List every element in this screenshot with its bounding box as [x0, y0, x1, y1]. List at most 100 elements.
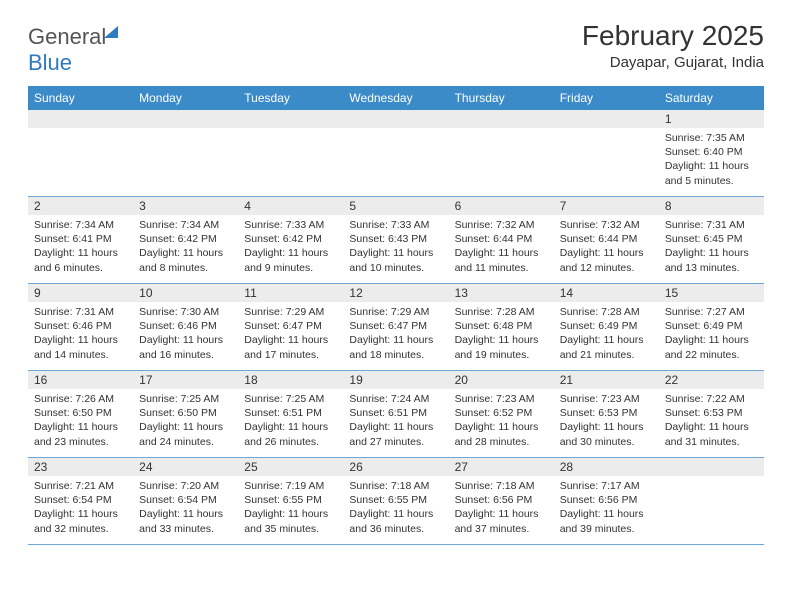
daylight-text: Daylight: 11 hours and 10 minutes. [349, 246, 442, 274]
day-cell: 14Sunrise: 7:28 AMSunset: 6:49 PMDayligh… [554, 284, 659, 371]
day-number: 28 [554, 458, 659, 476]
day-data: Sunrise: 7:23 AMSunset: 6:53 PMDaylight:… [554, 389, 659, 453]
day-cell: 4Sunrise: 7:33 AMSunset: 6:42 PMDaylight… [238, 197, 343, 284]
day-number: 2 [28, 197, 133, 215]
day-cell: 12Sunrise: 7:29 AMSunset: 6:47 PMDayligh… [343, 284, 448, 371]
sunset-text: Sunset: 6:44 PM [455, 232, 548, 246]
day-number: 15 [659, 284, 764, 302]
sunset-text: Sunset: 6:54 PM [139, 493, 232, 507]
daylight-text: Daylight: 11 hours and 17 minutes. [244, 333, 337, 361]
day-number: 5 [343, 197, 448, 215]
sunset-text: Sunset: 6:55 PM [244, 493, 337, 507]
day-cell [659, 458, 764, 545]
day-cell: 22Sunrise: 7:22 AMSunset: 6:53 PMDayligh… [659, 371, 764, 458]
logo-text: General Blue [28, 24, 118, 76]
daylight-text: Daylight: 11 hours and 24 minutes. [139, 420, 232, 448]
sunset-text: Sunset: 6:53 PM [665, 406, 758, 420]
day-cell [238, 110, 343, 197]
day-data: Sunrise: 7:28 AMSunset: 6:49 PMDaylight:… [554, 302, 659, 366]
daylight-text: Daylight: 11 hours and 22 minutes. [665, 333, 758, 361]
day-number: 17 [133, 371, 238, 389]
sunrise-text: Sunrise: 7:19 AM [244, 479, 337, 493]
day-data: Sunrise: 7:18 AMSunset: 6:56 PMDaylight:… [449, 476, 554, 540]
daylight-text: Daylight: 11 hours and 26 minutes. [244, 420, 337, 448]
day-number: 27 [449, 458, 554, 476]
sunset-text: Sunset: 6:45 PM [665, 232, 758, 246]
day-cell: 27Sunrise: 7:18 AMSunset: 6:56 PMDayligh… [449, 458, 554, 545]
sunrise-text: Sunrise: 7:34 AM [34, 218, 127, 232]
daylight-text: Daylight: 11 hours and 14 minutes. [34, 333, 127, 361]
day-data: Sunrise: 7:34 AMSunset: 6:42 PMDaylight:… [133, 215, 238, 279]
daylight-text: Daylight: 11 hours and 31 minutes. [665, 420, 758, 448]
day-cell: 8Sunrise: 7:31 AMSunset: 6:45 PMDaylight… [659, 197, 764, 284]
sunset-text: Sunset: 6:55 PM [349, 493, 442, 507]
day-cell: 2Sunrise: 7:34 AMSunset: 6:41 PMDaylight… [28, 197, 133, 284]
sunrise-text: Sunrise: 7:20 AM [139, 479, 232, 493]
sunset-text: Sunset: 6:54 PM [34, 493, 127, 507]
day-number: 23 [28, 458, 133, 476]
sunrise-text: Sunrise: 7:23 AM [560, 392, 653, 406]
day-data: Sunrise: 7:27 AMSunset: 6:49 PMDaylight:… [659, 302, 764, 366]
daylight-text: Daylight: 11 hours and 30 minutes. [560, 420, 653, 448]
sunset-text: Sunset: 6:50 PM [34, 406, 127, 420]
day-number: 22 [659, 371, 764, 389]
day-data: Sunrise: 7:28 AMSunset: 6:48 PMDaylight:… [449, 302, 554, 366]
day-cell: 11Sunrise: 7:29 AMSunset: 6:47 PMDayligh… [238, 284, 343, 371]
day-number: 12 [343, 284, 448, 302]
sunset-text: Sunset: 6:42 PM [139, 232, 232, 246]
sunrise-text: Sunrise: 7:29 AM [349, 305, 442, 319]
day-data: Sunrise: 7:30 AMSunset: 6:46 PMDaylight:… [133, 302, 238, 366]
calendar-page: General Blue February 2025 Dayapar, Guja… [0, 0, 792, 565]
day-data: Sunrise: 7:33 AMSunset: 6:43 PMDaylight:… [343, 215, 448, 279]
sunset-text: Sunset: 6:51 PM [349, 406, 442, 420]
daylight-text: Daylight: 11 hours and 28 minutes. [455, 420, 548, 448]
sunset-text: Sunset: 6:56 PM [560, 493, 653, 507]
sunrise-text: Sunrise: 7:35 AM [665, 131, 758, 145]
day-number: 7 [554, 197, 659, 215]
sunrise-text: Sunrise: 7:28 AM [455, 305, 548, 319]
day-cell: 21Sunrise: 7:23 AMSunset: 6:53 PMDayligh… [554, 371, 659, 458]
day-cell: 23Sunrise: 7:21 AMSunset: 6:54 PMDayligh… [28, 458, 133, 545]
week-row: 2Sunrise: 7:34 AMSunset: 6:41 PMDaylight… [28, 197, 764, 284]
day-cell: 17 Sunrise: 7:25 AMSunset: 6:50 PMDayligh… [133, 371, 238, 458]
day-data: Sunrise: 7:31 AMSunset: 6:45 PMDaylight:… [659, 215, 764, 279]
month-title: February 2025 [582, 20, 764, 52]
week-row: 1Sunrise: 7:35 AMSunset: 6:40 PMDaylight… [28, 110, 764, 197]
sunset-text: Sunset: 6:50 PM [139, 406, 232, 420]
sunrise-text: Sunrise: 7:25 AM [139, 392, 232, 406]
day-cell: 10Sunrise: 7:30 AMSunset: 6:46 PMDayligh… [133, 284, 238, 371]
daylight-text: Daylight: 11 hours and 23 minutes. [34, 420, 127, 448]
day-number [343, 110, 448, 128]
day-cell [28, 110, 133, 197]
sunrise-text: Sunrise: 7:22 AM [665, 392, 758, 406]
day-cell: 3Sunrise: 7:34 AMSunset: 6:42 PMDaylight… [133, 197, 238, 284]
day-cell: 5Sunrise: 7:33 AMSunset: 6:43 PMDaylight… [343, 197, 448, 284]
day-number [659, 458, 764, 476]
daylight-text: Daylight: 11 hours and 11 minutes. [455, 246, 548, 274]
weekday-tue: Tuesday [238, 86, 343, 110]
sunset-text: Sunset: 6:43 PM [349, 232, 442, 246]
sunrise-text: Sunrise: 7:34 AM [139, 218, 232, 232]
day-cell: 18Sunrise: 7:25 AMSunset: 6:51 PMDayligh… [238, 371, 343, 458]
sunset-text: Sunset: 6:41 PM [34, 232, 127, 246]
daylight-text: Daylight: 11 hours and 39 minutes. [560, 507, 653, 535]
day-cell [133, 110, 238, 197]
weekday-sat: Saturday [659, 86, 764, 110]
day-data: Sunrise: 7:35 AMSunset: 6:40 PMDaylight:… [659, 128, 764, 192]
day-number: 14 [554, 284, 659, 302]
day-number: 21 [554, 371, 659, 389]
day-number: 13 [449, 284, 554, 302]
day-cell: 9Sunrise: 7:31 AMSunset: 6:46 PMDaylight… [28, 284, 133, 371]
logo-part1: General [28, 24, 106, 49]
day-number: 3 [133, 197, 238, 215]
day-cell: 20Sunrise: 7:23 AMSunset: 6:52 PMDayligh… [449, 371, 554, 458]
day-cell: 7Sunrise: 7:32 AMSunset: 6:44 PMDaylight… [554, 197, 659, 284]
day-data: Sunrise: 7:22 AMSunset: 6:53 PMDaylight:… [659, 389, 764, 453]
day-data: Sunrise: 7:18 AMSunset: 6:55 PMDaylight:… [343, 476, 448, 540]
sunrise-text: Sunrise: 7:23 AM [455, 392, 548, 406]
day-cell: 1Sunrise: 7:35 AMSunset: 6:40 PMDaylight… [659, 110, 764, 197]
weekday-fri: Friday [554, 86, 659, 110]
calendar-table: Sunday Monday Tuesday Wednesday Thursday… [28, 86, 764, 545]
day-data: Sunrise: 7:20 AMSunset: 6:54 PMDaylight:… [133, 476, 238, 540]
daylight-text: Daylight: 11 hours and 33 minutes. [139, 507, 232, 535]
